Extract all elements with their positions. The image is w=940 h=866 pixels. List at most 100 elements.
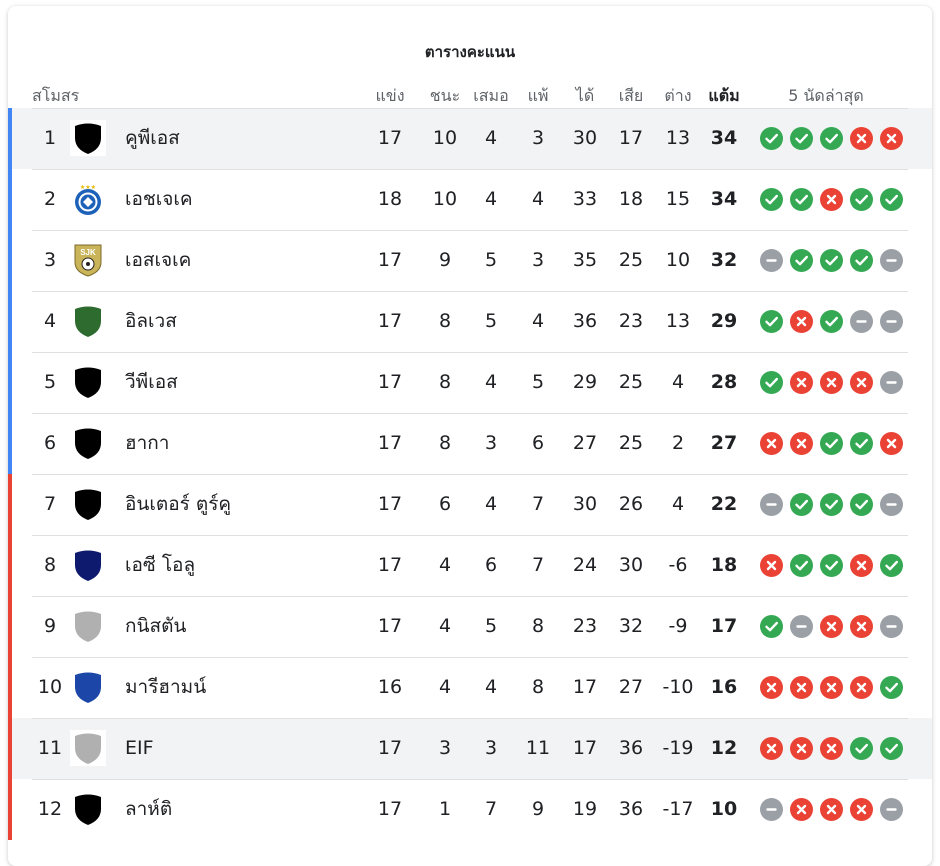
win-check-icon[interactable] <box>820 493 843 516</box>
loss-cross-icon[interactable] <box>820 676 843 699</box>
win-check-icon[interactable] <box>790 188 813 211</box>
table-row[interactable]: 2 ★★★ เอชเจเค 18 10 4 4 33 18 15 34 <box>8 169 932 230</box>
draw-dash-icon[interactable] <box>880 310 903 333</box>
win-check-icon[interactable] <box>850 188 873 211</box>
loss-cross-icon[interactable] <box>760 676 783 699</box>
loss-cross-icon[interactable] <box>850 371 873 394</box>
loss-cross-icon[interactable] <box>820 371 843 394</box>
table-row[interactable]: 4 อิลเวส 17 8 5 4 36 23 13 29 <box>8 291 932 352</box>
win-check-icon[interactable] <box>880 188 903 211</box>
table-row[interactable]: 9 กนิสตัน 17 4 5 8 23 32 -9 17 <box>8 596 932 657</box>
draw-dash-icon[interactable] <box>760 249 783 272</box>
win-check-icon[interactable] <box>790 554 813 577</box>
goals-against-cell: 18 <box>618 188 644 210</box>
loss-cross-icon[interactable] <box>760 432 783 455</box>
last-five-form <box>760 127 910 151</box>
draw-dash-icon[interactable] <box>880 798 903 821</box>
team-name[interactable]: EIF <box>125 737 154 759</box>
table-row[interactable]: 6 ฮากา 17 8 3 6 27 25 2 27 <box>8 413 932 474</box>
table-row[interactable]: 10 มารีฮามน์ 16 4 4 8 17 27 -10 16 <box>8 657 932 718</box>
loss-cross-icon[interactable] <box>760 554 783 577</box>
loss-cross-icon[interactable] <box>820 188 843 211</box>
win-check-icon[interactable] <box>760 188 783 211</box>
team-name[interactable]: อินเตอร์ ตูร์คู <box>125 493 232 515</box>
win-check-icon[interactable] <box>760 310 783 333</box>
draw-dash-icon[interactable] <box>880 615 903 638</box>
win-check-icon[interactable] <box>790 249 813 272</box>
goals-for-cell: 29 <box>572 371 598 393</box>
win-check-icon[interactable] <box>820 249 843 272</box>
win-check-icon[interactable] <box>790 127 813 150</box>
lost-cell: 3 <box>531 249 545 271</box>
loss-cross-icon[interactable] <box>850 554 873 577</box>
loss-cross-icon[interactable] <box>760 737 783 760</box>
header-goal-difference: ต่าง <box>664 86 692 105</box>
loss-cross-icon[interactable] <box>850 615 873 638</box>
standings-card: ตารางคะแนน สโมสร แข่ง ชนะ เสมอ แพ้ ได้ เ… <box>8 6 932 866</box>
table-row[interactable]: 3 SJK เอสเจเค 17 9 5 3 35 25 10 32 <box>8 230 932 291</box>
draw-dash-icon[interactable] <box>790 615 813 638</box>
loss-cross-icon[interactable] <box>790 310 813 333</box>
win-check-icon[interactable] <box>850 737 873 760</box>
draw-dash-icon[interactable] <box>880 371 903 394</box>
team-name[interactable]: คูพีเอส <box>125 127 180 149</box>
position-cell: 3 <box>43 249 57 271</box>
loss-cross-icon[interactable] <box>850 798 873 821</box>
win-check-icon[interactable] <box>820 127 843 150</box>
win-check-icon[interactable] <box>880 554 903 577</box>
goal-difference-cell: -9 <box>668 615 688 637</box>
loss-cross-icon[interactable] <box>820 737 843 760</box>
loss-cross-icon[interactable] <box>850 127 873 150</box>
team-name[interactable]: วีพีเอส <box>125 371 178 393</box>
won-cell: 6 <box>438 493 452 515</box>
team-name[interactable]: เอชเจเค <box>125 188 193 210</box>
played-cell: 17 <box>377 493 403 515</box>
loss-cross-icon[interactable] <box>790 371 813 394</box>
loss-cross-icon[interactable] <box>850 676 873 699</box>
draw-dash-icon[interactable] <box>760 798 783 821</box>
win-check-icon[interactable] <box>790 493 813 516</box>
team-name[interactable]: อิลเวส <box>125 310 177 332</box>
loss-cross-icon[interactable] <box>790 798 813 821</box>
loss-cross-icon[interactable] <box>820 615 843 638</box>
team-name[interactable]: เอสเจเค <box>125 249 192 271</box>
loss-cross-icon[interactable] <box>790 676 813 699</box>
relegation-zone-marker <box>8 718 12 779</box>
win-check-icon[interactable] <box>820 310 843 333</box>
team-name[interactable]: ฮากา <box>125 432 170 454</box>
table-row[interactable]: 12 ลาห์ติ 17 1 7 9 19 36 -17 10 <box>8 779 932 840</box>
team-name[interactable]: กนิสตัน <box>125 615 187 637</box>
played-cell: 17 <box>377 615 403 637</box>
table-row[interactable]: 8 เอซี โอลู 17 4 6 7 24 30 -6 18 <box>8 535 932 596</box>
table-row[interactable]: 5 วีพีเอส 17 8 4 5 29 25 4 28 <box>8 352 932 413</box>
win-check-icon[interactable] <box>760 371 783 394</box>
draw-dash-icon[interactable] <box>760 493 783 516</box>
loss-cross-icon[interactable] <box>790 737 813 760</box>
win-check-icon[interactable] <box>880 676 903 699</box>
lost-cell: 8 <box>531 676 545 698</box>
loss-cross-icon[interactable] <box>880 127 903 150</box>
win-check-icon[interactable] <box>850 432 873 455</box>
loss-cross-icon[interactable] <box>820 798 843 821</box>
loss-cross-icon[interactable] <box>880 432 903 455</box>
win-check-icon[interactable] <box>880 737 903 760</box>
draw-dash-icon[interactable] <box>880 493 903 516</box>
table-row[interactable]: 7 อินเตอร์ ตูร์คู 17 6 4 7 30 26 4 22 <box>8 474 932 535</box>
team-name[interactable]: มารีฮามน์ <box>125 676 207 698</box>
draw-dash-icon[interactable] <box>880 249 903 272</box>
table-row[interactable]: 1 คูพีเอส 17 10 4 3 30 17 13 34 <box>8 108 932 169</box>
win-check-icon[interactable] <box>850 249 873 272</box>
win-check-icon[interactable] <box>760 615 783 638</box>
loss-cross-icon[interactable] <box>790 432 813 455</box>
win-check-icon[interactable] <box>820 554 843 577</box>
team-logo-icon: SJK <box>70 242 106 278</box>
table-row[interactable]: 11 EIF 17 3 3 11 17 36 -19 12 <box>8 718 932 779</box>
draw-dash-icon[interactable] <box>850 310 873 333</box>
points-cell: 10 <box>710 798 738 820</box>
win-check-icon[interactable] <box>850 493 873 516</box>
played-cell: 16 <box>377 676 403 698</box>
win-check-icon[interactable] <box>760 127 783 150</box>
win-check-icon[interactable] <box>820 432 843 455</box>
team-name[interactable]: ลาห์ติ <box>125 798 173 820</box>
team-name[interactable]: เอซี โอลู <box>125 554 196 576</box>
